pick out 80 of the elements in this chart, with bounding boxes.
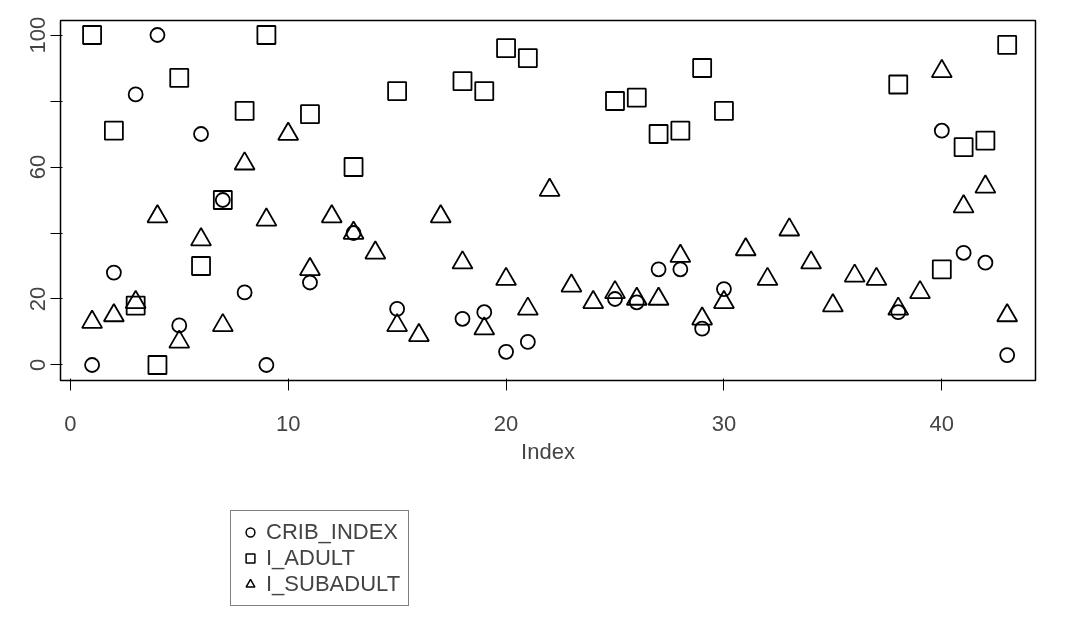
y-tick-label: 20	[25, 286, 51, 312]
point	[821, 293, 844, 313]
point	[211, 312, 234, 333]
point	[517, 48, 538, 69]
point	[234, 101, 255, 121]
point	[975, 130, 996, 151]
point	[888, 74, 909, 95]
point	[669, 243, 692, 263]
point	[670, 120, 691, 141]
point	[149, 27, 166, 43]
x-tick-label: 10	[275, 410, 301, 436]
point	[233, 151, 256, 171]
point	[953, 137, 974, 158]
point	[451, 250, 474, 270]
point	[473, 316, 496, 336]
point	[496, 38, 516, 59]
x-tick-label: 40	[929, 410, 955, 436]
legend-label: I_ADULT	[266, 545, 355, 571]
point	[320, 204, 343, 224]
point	[408, 322, 430, 342]
point	[127, 86, 144, 103]
point	[734, 237, 757, 257]
point	[169, 68, 190, 88]
point	[516, 296, 539, 316]
x-axis-title: Index	[521, 438, 575, 464]
point	[996, 303, 1019, 323]
point	[974, 174, 997, 194]
point	[364, 240, 387, 260]
point	[605, 91, 625, 111]
legend-label: CRIB_INDEX	[266, 519, 399, 545]
point	[865, 266, 888, 286]
point	[647, 286, 670, 306]
point	[193, 126, 209, 142]
point	[909, 279, 931, 300]
point	[778, 217, 801, 237]
point	[342, 220, 365, 240]
point	[691, 306, 714, 326]
point	[474, 81, 495, 102]
point	[82, 25, 102, 45]
point	[102, 303, 125, 323]
point	[343, 157, 364, 177]
point	[429, 204, 452, 224]
point	[952, 194, 975, 214]
point	[626, 87, 647, 108]
point	[713, 289, 735, 309]
x-tick-label: 30	[711, 410, 737, 436]
point	[190, 227, 212, 247]
point	[124, 289, 147, 309]
point	[495, 266, 517, 286]
point	[692, 58, 713, 78]
point	[714, 101, 734, 121]
point	[538, 177, 561, 197]
y-tick-label: 100	[25, 16, 51, 54]
point	[756, 266, 779, 286]
y-tick-label: 60	[25, 154, 51, 180]
x-tick-label: 20	[493, 410, 519, 436]
point	[81, 309, 103, 329]
point	[146, 204, 169, 224]
point	[625, 286, 648, 306]
point	[299, 256, 321, 276]
point	[933, 122, 950, 139]
legend-label: I_SUBADULT	[266, 571, 401, 597]
y-tick-label: 0	[25, 358, 51, 372]
point	[103, 120, 124, 141]
point	[582, 289, 605, 309]
point	[997, 35, 1018, 55]
point	[452, 71, 473, 92]
x-tick-label: 0	[64, 410, 77, 436]
point	[800, 250, 822, 270]
point	[256, 25, 277, 45]
point	[168, 329, 191, 349]
point	[843, 263, 866, 283]
point	[387, 81, 408, 102]
point	[560, 273, 583, 293]
point	[887, 296, 910, 316]
point	[255, 207, 278, 227]
point	[604, 279, 626, 300]
point	[386, 312, 409, 333]
point	[648, 124, 669, 144]
point	[300, 104, 320, 125]
